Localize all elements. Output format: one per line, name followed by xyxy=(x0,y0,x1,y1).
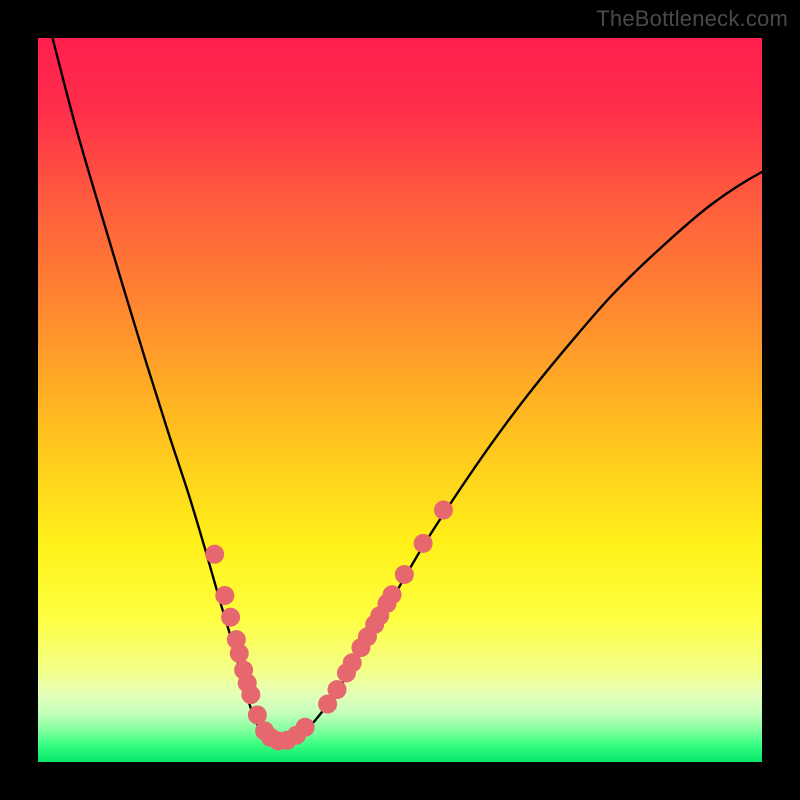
gradient-background xyxy=(38,38,762,762)
data-marker xyxy=(383,585,402,604)
data-marker xyxy=(241,685,260,704)
watermark-label: TheBottleneck.com xyxy=(596,6,788,32)
chart-frame: TheBottleneck.com xyxy=(0,0,800,800)
data-marker xyxy=(414,534,433,553)
data-marker xyxy=(434,501,453,520)
chart-canvas xyxy=(0,0,800,800)
data-marker xyxy=(215,586,234,605)
data-marker xyxy=(395,565,414,584)
data-marker xyxy=(221,608,240,627)
data-marker xyxy=(230,644,249,663)
data-marker xyxy=(205,545,224,564)
data-marker xyxy=(328,680,347,699)
data-marker xyxy=(296,718,315,737)
